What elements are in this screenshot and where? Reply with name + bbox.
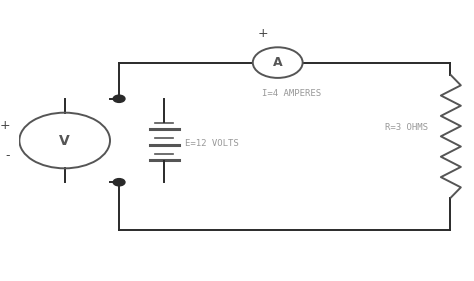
Circle shape <box>113 179 125 186</box>
Text: +: + <box>0 119 10 132</box>
Text: -: - <box>6 149 10 162</box>
Text: +: + <box>257 27 268 40</box>
Circle shape <box>253 47 302 78</box>
Text: A: A <box>273 56 283 69</box>
Text: E=12 VOLTS: E=12 VOLTS <box>185 139 238 148</box>
Text: V: V <box>59 133 70 148</box>
Circle shape <box>113 95 125 102</box>
Text: I=4 AMPERES: I=4 AMPERES <box>262 89 321 98</box>
Text: R=3 OHMS: R=3 OHMS <box>385 123 428 132</box>
